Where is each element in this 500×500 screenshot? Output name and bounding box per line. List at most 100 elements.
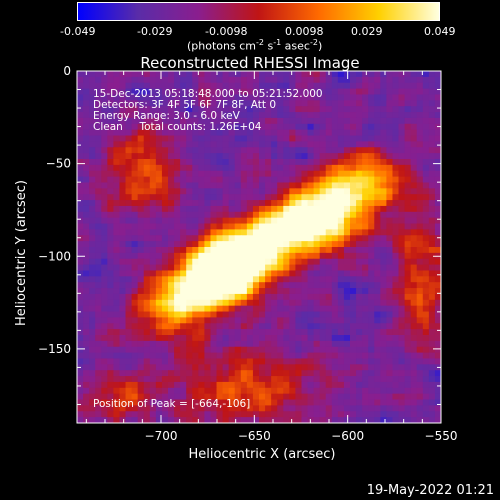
heatmap-cell — [410, 405, 418, 412]
heatmap-cell — [252, 159, 260, 166]
heatmap-cell — [113, 153, 120, 160]
heatmap-cell — [380, 299, 387, 307]
heatmap-cell — [143, 170, 151, 178]
heatmap-cell — [137, 399, 145, 406]
heatmap-cell — [350, 335, 357, 342]
heatmap-cell — [240, 112, 248, 119]
heatmap-cell — [319, 311, 327, 318]
heatmap-cell — [186, 182, 193, 189]
heatmap-cell — [331, 117, 339, 125]
heatmap-cell — [131, 364, 139, 371]
heatmap-cell — [204, 282, 211, 289]
heatmap-cell — [386, 282, 393, 289]
heatmap-cell — [434, 112, 442, 119]
heatmap-cell — [422, 170, 430, 178]
heatmap-cell — [246, 205, 254, 213]
heatmap-cell — [434, 94, 442, 101]
heatmap-cell — [343, 329, 351, 336]
heatmap-cell — [83, 229, 90, 236]
heatmap-cell — [113, 299, 120, 307]
heatmap-cell — [222, 117, 230, 125]
heatmap-cell — [422, 82, 430, 90]
heatmap-cell — [113, 387, 120, 395]
heatmap-cell — [192, 358, 199, 365]
heatmap-cell — [337, 270, 345, 277]
heatmap-cell — [368, 182, 375, 189]
heatmap-cell — [198, 335, 205, 342]
heatmap-cell — [161, 76, 169, 84]
heatmap-cell — [374, 323, 381, 330]
heatmap-cell — [386, 94, 393, 101]
heatmap-cell — [252, 411, 260, 418]
heatmap-cell — [83, 82, 90, 90]
heatmap-cell — [277, 217, 284, 225]
heatmap-cell — [325, 270, 333, 277]
heatmap-cell — [155, 88, 163, 95]
heatmap-cell — [319, 235, 327, 242]
heatmap-cell — [101, 399, 108, 406]
heatmap-cell — [113, 88, 120, 95]
heatmap-cell — [180, 135, 187, 142]
heatmap-cell — [210, 340, 218, 348]
heatmap-cell — [277, 399, 284, 406]
heatmap-cell — [386, 159, 393, 166]
heatmap-cell — [143, 323, 151, 330]
heatmap-cell — [240, 117, 248, 125]
heatmap-cell — [113, 417, 120, 424]
heatmap-cell — [89, 340, 96, 348]
heatmap-cell — [307, 323, 315, 330]
heatmap-cell — [319, 346, 327, 354]
heatmap-cell — [161, 405, 169, 412]
heatmap-cell — [259, 364, 266, 371]
heatmap-cell — [77, 323, 84, 330]
heatmap-cell — [301, 358, 309, 365]
heatmap-cell — [331, 252, 339, 260]
heatmap-cell — [410, 340, 418, 348]
heatmap-cell — [180, 170, 187, 178]
heatmap-cell — [143, 376, 151, 383]
heatmap-cell — [168, 223, 175, 230]
heatmap-cell — [313, 153, 321, 160]
heatmap-cell — [313, 205, 321, 213]
heatmap-cell — [101, 229, 108, 236]
colorbar-unit-label: (photons cm-2 s-1 asec-2) — [187, 38, 323, 53]
heatmap-cell — [368, 252, 375, 260]
heatmap-cell — [398, 293, 406, 301]
heatmap-cell — [416, 211, 424, 219]
heatmap-cell — [246, 223, 254, 230]
heatmap-cell — [216, 264, 224, 271]
heatmap-cell — [131, 100, 139, 107]
heatmap-cell — [210, 135, 218, 142]
heatmap-cell — [277, 264, 284, 271]
heatmap-cell — [386, 376, 393, 383]
heatmap-cell — [240, 176, 248, 183]
heatmap-cell — [216, 217, 224, 225]
heatmap-cell — [343, 264, 351, 271]
heatmap-cell — [252, 358, 260, 365]
heatmap-cell — [307, 94, 315, 101]
heatmap-cell — [137, 94, 145, 101]
heatmap-cell — [192, 376, 199, 383]
heatmap-cell — [265, 188, 272, 195]
colorbar-tick-4: 0.029 — [351, 25, 383, 38]
heatmap-cell — [343, 376, 351, 383]
heatmap-cell — [161, 399, 169, 406]
heatmap-cell — [168, 241, 175, 248]
heatmap-cell — [161, 411, 169, 418]
heatmap-cell — [234, 182, 242, 189]
heatmap-cell — [410, 135, 418, 142]
heatmap-cell — [386, 399, 393, 406]
heatmap-cell — [368, 411, 375, 418]
heatmap-cell — [228, 194, 236, 201]
heatmap-cell — [265, 235, 272, 242]
heatmap-cell — [119, 123, 127, 131]
heatmap-cell — [368, 141, 375, 148]
heatmap-cell — [174, 217, 181, 225]
heatmap-cell — [410, 170, 418, 178]
heatmap-cell — [337, 117, 345, 125]
heatmap-cell — [186, 376, 193, 383]
heatmap-cell — [313, 299, 321, 307]
heatmap-cell — [386, 393, 393, 401]
heatmap-cell — [428, 264, 436, 271]
heatmap-cell — [216, 123, 224, 131]
